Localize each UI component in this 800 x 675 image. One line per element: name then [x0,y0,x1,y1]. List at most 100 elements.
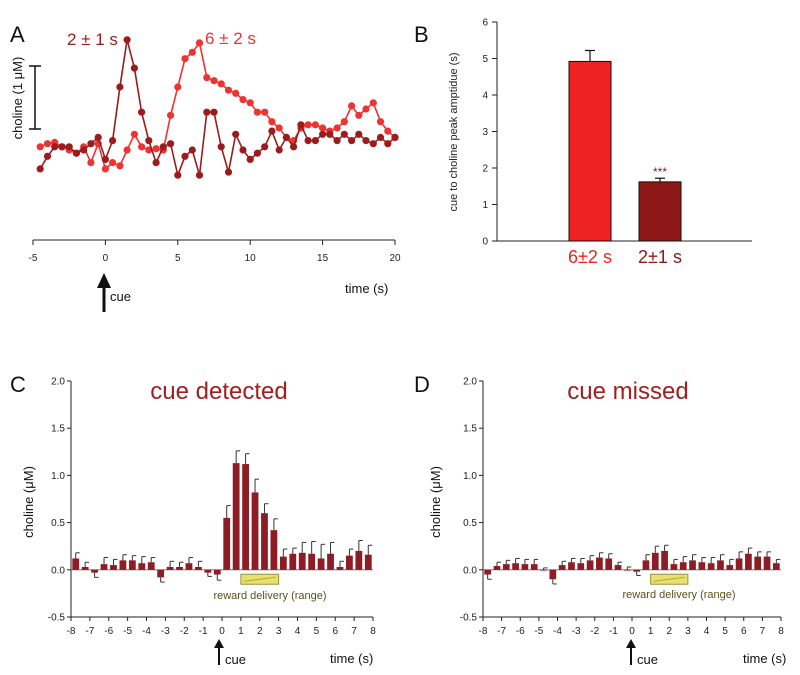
panel-b-significance: *** [653,165,667,179]
x-tick-label-7: -1 [199,626,208,637]
bar-30 [355,550,363,570]
data-point-s1-6 [80,146,88,154]
panel-d-title: cue missed [567,378,688,405]
data-point-s1-49 [391,133,399,141]
bar-20 [261,513,268,570]
x-tick-label-2: -6 [104,626,113,637]
panel-d: D cue missed choline (μM) -0.5 0.0 0.5 1.0 1… [414,372,786,667]
data-point-s0-44 [355,111,363,119]
data-point-s1-44 [355,130,363,138]
x-tick-label-0: -8 [479,626,488,637]
x-tick-label-16: 8 [370,626,376,637]
panel-d-ylabel: choline (μM) [428,466,443,538]
y-tick-label-3: 1.0 [51,471,65,482]
bar-18 [242,464,249,570]
bar-21 [679,562,687,570]
data-point-s0-41 [333,124,341,132]
bar-25 [717,560,724,570]
data-point-s1-24 [210,108,218,116]
data-point-s1-15 [145,137,153,145]
y-tick-label-3: 3 [482,127,488,138]
bar-12 [185,563,193,570]
series-label-6s: 6 ± 2 s [205,29,256,48]
data-point-s0-48 [384,127,392,135]
data-point-s0-22 [195,39,204,47]
panel-d-letter: D [414,372,430,397]
panel-d-reward-label: reward delivery (range) [622,589,735,601]
x-tick-label-3: -5 [123,626,132,637]
data-point-s1-5 [72,149,80,157]
data-point-s0-43 [348,102,356,110]
bar-6 [540,569,547,571]
x-tick-label-10: 2 [666,626,672,637]
bar-20 [670,564,678,570]
panel-d-xlabel: time (s) [743,651,786,666]
data-point-s1-35 [290,143,298,151]
data-point-s1-37 [304,137,312,145]
bar-9 [157,569,165,578]
bar-6 [128,560,136,570]
panel-a-cue-arrow-icon [97,273,111,288]
x-tick-label-13: 5 [722,626,728,637]
y-tick-label-2: 0.5 [463,518,477,529]
panel-a-series [36,36,399,179]
panel-c-cue-label: cue [225,652,246,667]
bar-1 [81,566,89,570]
data-point-s1-3 [58,143,66,151]
panel-a-xticks: -5 0 5 10 15 20 [29,240,401,264]
data-point-s1-20 [181,152,189,160]
x-tick-label-2: -6 [516,626,525,637]
data-point-s1-21 [188,146,196,154]
x-tick-label-15: 7 [760,626,766,637]
bar-2 [502,564,510,570]
x-tick-label-0: -5 [29,253,38,264]
panel-a-xlabel: time (s) [345,281,388,296]
bar-31 [772,563,780,570]
bar-29 [346,555,353,570]
y-tick-label-1: 0.0 [463,565,477,576]
data-point-s1-4 [65,143,73,151]
data-point-s1-7 [87,140,95,148]
x-tick-label-9: 1 [648,626,654,637]
data-point-s0-23 [203,74,211,82]
bar-26 [317,558,325,570]
x-tick-label-12: 4 [295,626,301,637]
bar-8 [558,565,566,570]
bar-15 [213,569,221,575]
y-tick-label-6: 6 [482,18,488,29]
panel-b-letter: B [414,22,429,47]
panel-c-xlabel: time (s) [330,651,373,666]
panel-c-cue-arrow-icon [214,639,224,648]
data-point-s1-28 [239,146,247,154]
bar-2 [91,569,98,573]
x-tick-label-1: 0 [103,253,109,264]
x-tick-label-11: 3 [685,626,691,637]
data-point-s1-31 [261,143,269,151]
data-point-s0-10 [109,159,117,167]
data-point-s1-23 [203,108,211,116]
y-tick-label-4: 1.5 [463,424,477,435]
bar-10 [577,563,585,570]
x-tick-label-5: 20 [389,253,401,264]
data-point-s1-25 [217,143,225,151]
data-point-s1-47 [376,133,385,141]
data-point-s1-1 [43,152,52,160]
bar-27 [735,558,743,570]
panel-b-ylabel: cue to choline peak amptidue (s) [448,53,460,212]
panel-c-reward-label: reward delivery (range) [213,590,326,602]
bar-0 [484,569,492,575]
x-tick-label-4: -4 [553,626,562,637]
x-tick-label-7: -1 [609,626,618,637]
y-tick-label-5: 2.0 [463,377,477,388]
bar-16 [633,569,641,572]
data-point-s0-32 [268,118,276,126]
bar-7 [138,563,146,570]
x-tick-label-15: 7 [351,626,357,637]
data-point-s0-11 [116,162,124,170]
panel-d-cue-arrow-icon [626,639,636,648]
data-point-s0-1 [43,140,52,148]
data-point-s1-14 [138,108,146,116]
bar-3 [100,564,108,570]
data-point-s1-13 [130,64,138,72]
